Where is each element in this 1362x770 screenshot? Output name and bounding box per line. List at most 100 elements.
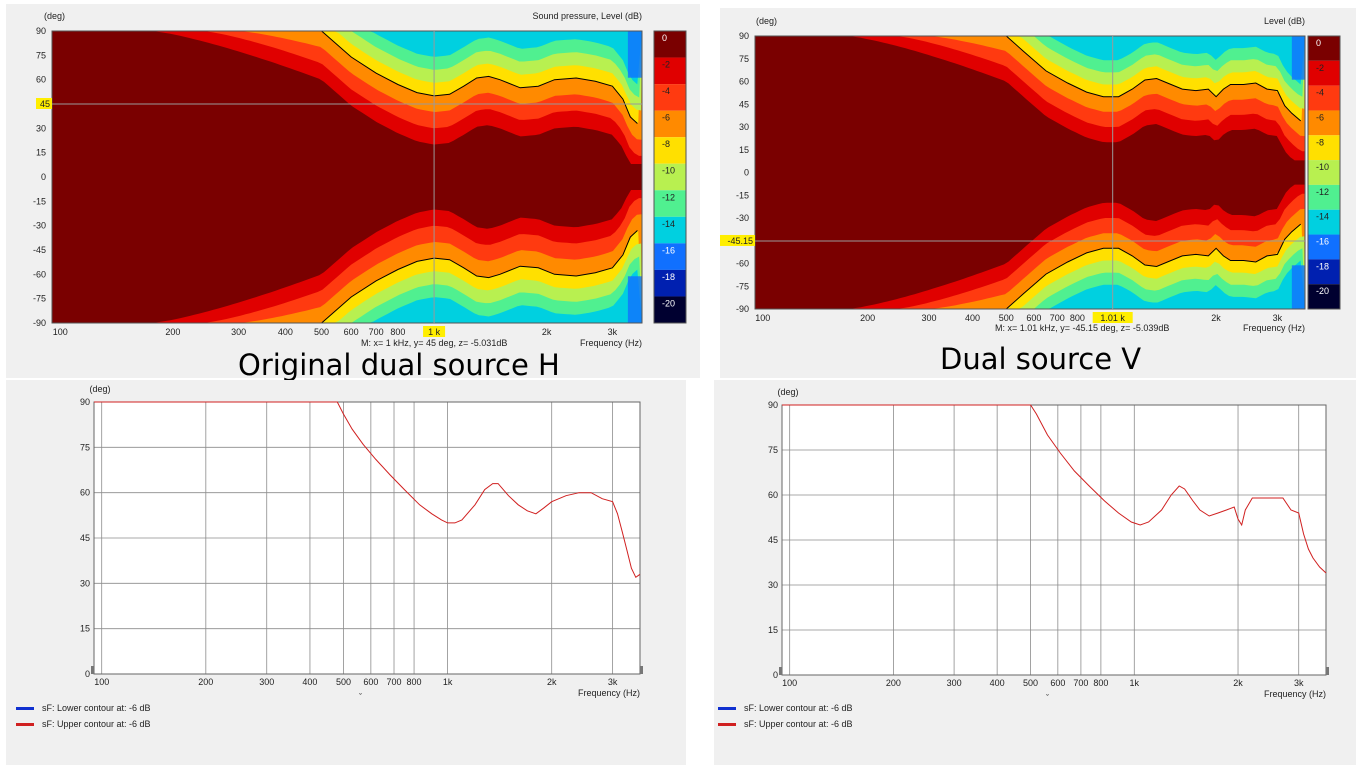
- y-tick-label: -45: [33, 245, 46, 255]
- color-legend-label: -6: [1316, 112, 1324, 122]
- color-legend-label: -4: [1316, 88, 1324, 98]
- contour-band-lower: [359, 269, 642, 323]
- y-tick-label: 75: [36, 50, 46, 60]
- legend-swatch-upper: [718, 722, 736, 726]
- x-tick-label: 2k: [1211, 313, 1221, 323]
- y-tick-label: 0: [85, 669, 90, 679]
- legend-item-lower: sF: Lower contour at: -6 dB: [16, 700, 151, 716]
- x-tick-label: 300: [921, 313, 936, 323]
- y-tick-label: 15: [739, 145, 749, 155]
- color-legend-swatch: [1308, 60, 1340, 86]
- y-tick-label: -90: [736, 304, 749, 314]
- plot-frame: [51, 30, 643, 324]
- color-legend-label: -8: [1316, 137, 1324, 147]
- line-chart-h[interactable]: 90 75 60 45 30 15 0 100 200 300 400 500 600 700 800 1k 2…: [6, 380, 686, 765]
- color-legend-label: -10: [662, 166, 675, 176]
- color-legend-label: -10: [1316, 162, 1329, 172]
- x-tick-label: 200: [886, 678, 901, 688]
- y-axis-label: (deg): [756, 16, 777, 26]
- y-tick-label: 30: [36, 123, 46, 133]
- color-legend-label: -12: [662, 192, 675, 202]
- x-tick-label: 3k: [1273, 313, 1283, 323]
- x-axis-label: Frequency (Hz): [580, 338, 642, 348]
- y-tick-label: 75: [739, 54, 749, 64]
- color-legend-swatch: [654, 296, 686, 323]
- x-tick-label: 600: [344, 327, 359, 337]
- x-tick-label: 2k: [547, 677, 557, 687]
- color-legend-swatch: [654, 84, 686, 111]
- plot-frame: [93, 401, 641, 675]
- x-tick-label: 400: [302, 677, 317, 687]
- line-chart-v[interactable]: 90 75 60 45 30 15 0 100 200 300 400 500 600 700 800 1k 2…: [714, 380, 1356, 765]
- color-legend-label: -16: [662, 245, 675, 255]
- y-axis-label: (deg): [44, 11, 65, 21]
- color-legend-label: -16: [1316, 237, 1329, 247]
- x-tick-label: 500: [1023, 678, 1038, 688]
- y-tick-label: 60: [739, 77, 749, 87]
- color-legend-swatch: [654, 190, 686, 217]
- hf-edge-upper: [627, 31, 642, 78]
- x-tick-label: 400: [965, 313, 980, 323]
- x-tick-label: 200: [198, 677, 213, 687]
- y-tick-label: 75: [80, 442, 90, 452]
- heatmap-h[interactable]: 9075604530150-15-30-45-60-75-90100200300…: [6, 4, 700, 378]
- x-axis-label: Frequency (Hz): [1243, 323, 1305, 333]
- color-legend-swatch: [1308, 36, 1340, 61]
- y-axis-label: (deg): [89, 384, 110, 394]
- color-legend-label: -14: [662, 219, 675, 229]
- axis-handle-left: [779, 667, 782, 675]
- color-legend-label: -12: [1316, 187, 1329, 197]
- color-legend-swatch: [654, 110, 686, 138]
- color-legend-frame: [653, 30, 687, 324]
- color-legend-swatch: [1308, 184, 1340, 210]
- legend-swatch-lower: [16, 706, 34, 710]
- color-legend-label: -18: [1316, 261, 1329, 271]
- y-tick-label: 45: [80, 533, 90, 543]
- x-tick-label: 3k: [608, 327, 618, 337]
- color-legend-swatch: [654, 243, 686, 270]
- legend-item-upper: sF: Upper contour at: -6 dB: [718, 716, 853, 732]
- color-legend-swatch: [654, 137, 686, 164]
- y-tick-label: 15: [36, 148, 46, 158]
- cursor-readout: M: x= 1.01 kHz, y= -45.15 deg, z= -5.039…: [995, 323, 1169, 333]
- y-tick-label: -90: [33, 318, 46, 328]
- x-tick-label: 2k: [542, 327, 552, 337]
- x-tick-label: 200: [860, 313, 875, 323]
- contour-line-lower: [321, 230, 638, 324]
- y-tick-label: 15: [80, 624, 90, 634]
- y-tick-label: -30: [736, 213, 749, 223]
- cursor-y-marker: [36, 98, 52, 109]
- color-legend-swatch: [654, 216, 686, 244]
- color-legend-label: -20: [1316, 286, 1329, 296]
- x-tick-label: 600: [1050, 678, 1065, 688]
- x-tick-label: 200: [165, 327, 180, 337]
- color-legend-label: 0: [1316, 38, 1321, 48]
- y-tick-label: -30: [33, 221, 46, 231]
- x-tick-label: 400: [278, 327, 293, 337]
- x-tick-label: 500: [999, 313, 1014, 323]
- color-legend-swatch: [654, 31, 686, 58]
- y-tick-label: 60: [768, 490, 778, 500]
- color-legend-swatch: [1308, 85, 1340, 111]
- x-tick-label: 600: [1026, 313, 1041, 323]
- y-tick-label: -75: [33, 294, 46, 304]
- cursor-x-marker: [1092, 312, 1133, 323]
- y-tick-label: 90: [768, 400, 778, 410]
- axis-handle-left: [91, 666, 94, 674]
- x-tick-label: 1k: [1130, 678, 1140, 688]
- color-legend-swatch: [1308, 135, 1340, 161]
- y-tick-label: 0: [744, 168, 749, 178]
- cursor-y-marker: [720, 234, 755, 246]
- x-tick-label: 700: [386, 677, 401, 687]
- x-tick-label: 3k: [608, 677, 618, 687]
- y-tick-label: 0: [41, 172, 46, 182]
- x-tick-label: 100: [53, 327, 68, 337]
- heatmap-v[interactable]: 9075604530150-15-30-45-60-75-90100200300…: [720, 8, 1356, 378]
- color-legend-label: 0: [662, 33, 667, 43]
- axis-handle-right: [1326, 667, 1329, 675]
- x-tick-label: 2k: [1233, 678, 1243, 688]
- axis-handle-right: [640, 666, 643, 674]
- color-legend-frame: [1307, 35, 1341, 310]
- y-tick-label: 15: [768, 625, 778, 635]
- collapse-chevron-icon: ˇ: [1046, 693, 1049, 703]
